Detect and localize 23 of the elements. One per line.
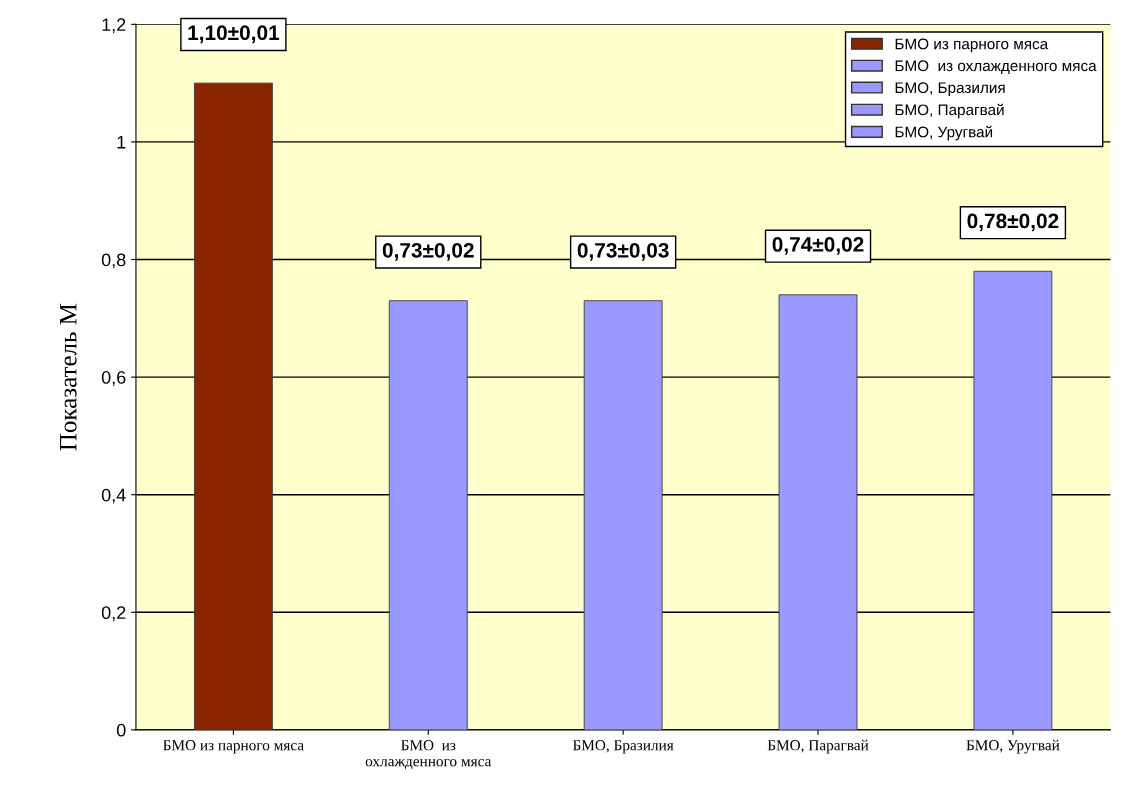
legend-label: БМО, Уругвай	[895, 125, 993, 141]
data-label: 0,73±0,03	[577, 242, 669, 261]
x-tick-label: БМО, Бразилия	[572, 740, 674, 754]
legend-label: БМО, Бразилия	[895, 82, 1005, 97]
x-tick-label: БМО, Парагвай	[767, 739, 869, 754]
legend-label: БМО из парного мяса	[895, 38, 1049, 53]
data-label: 0,73±0,02	[382, 242, 474, 261]
x-tick-label: БМО, Уругвай	[966, 739, 1060, 754]
y-tick-label: 0,2	[101, 606, 126, 622]
data-label: 0,78±0,02	[967, 213, 1059, 232]
y-tick-label: 1,2	[102, 18, 126, 34]
y-tick-label: 0,8	[101, 253, 126, 269]
x-tick-label: БМО из парного мяса	[163, 740, 304, 754]
data-label: 1,10±0,01	[188, 25, 280, 44]
y-tick-label: 0,4	[101, 488, 126, 504]
y-tick-label: 0,6	[101, 371, 126, 386]
data-label: 0,74±0,02	[772, 237, 864, 255]
x-tick-label: БМО из охлажденного мяса	[365, 740, 492, 770]
y-tick-label: 0	[116, 723, 126, 737]
y-tick-label: 1	[117, 136, 126, 149]
legend-label: БМО, Парагвай	[895, 103, 1004, 119]
legend-label: БМО из охлажденного мяса	[895, 60, 1097, 75]
y-axis-title: Показатель М	[60, 303, 77, 451]
